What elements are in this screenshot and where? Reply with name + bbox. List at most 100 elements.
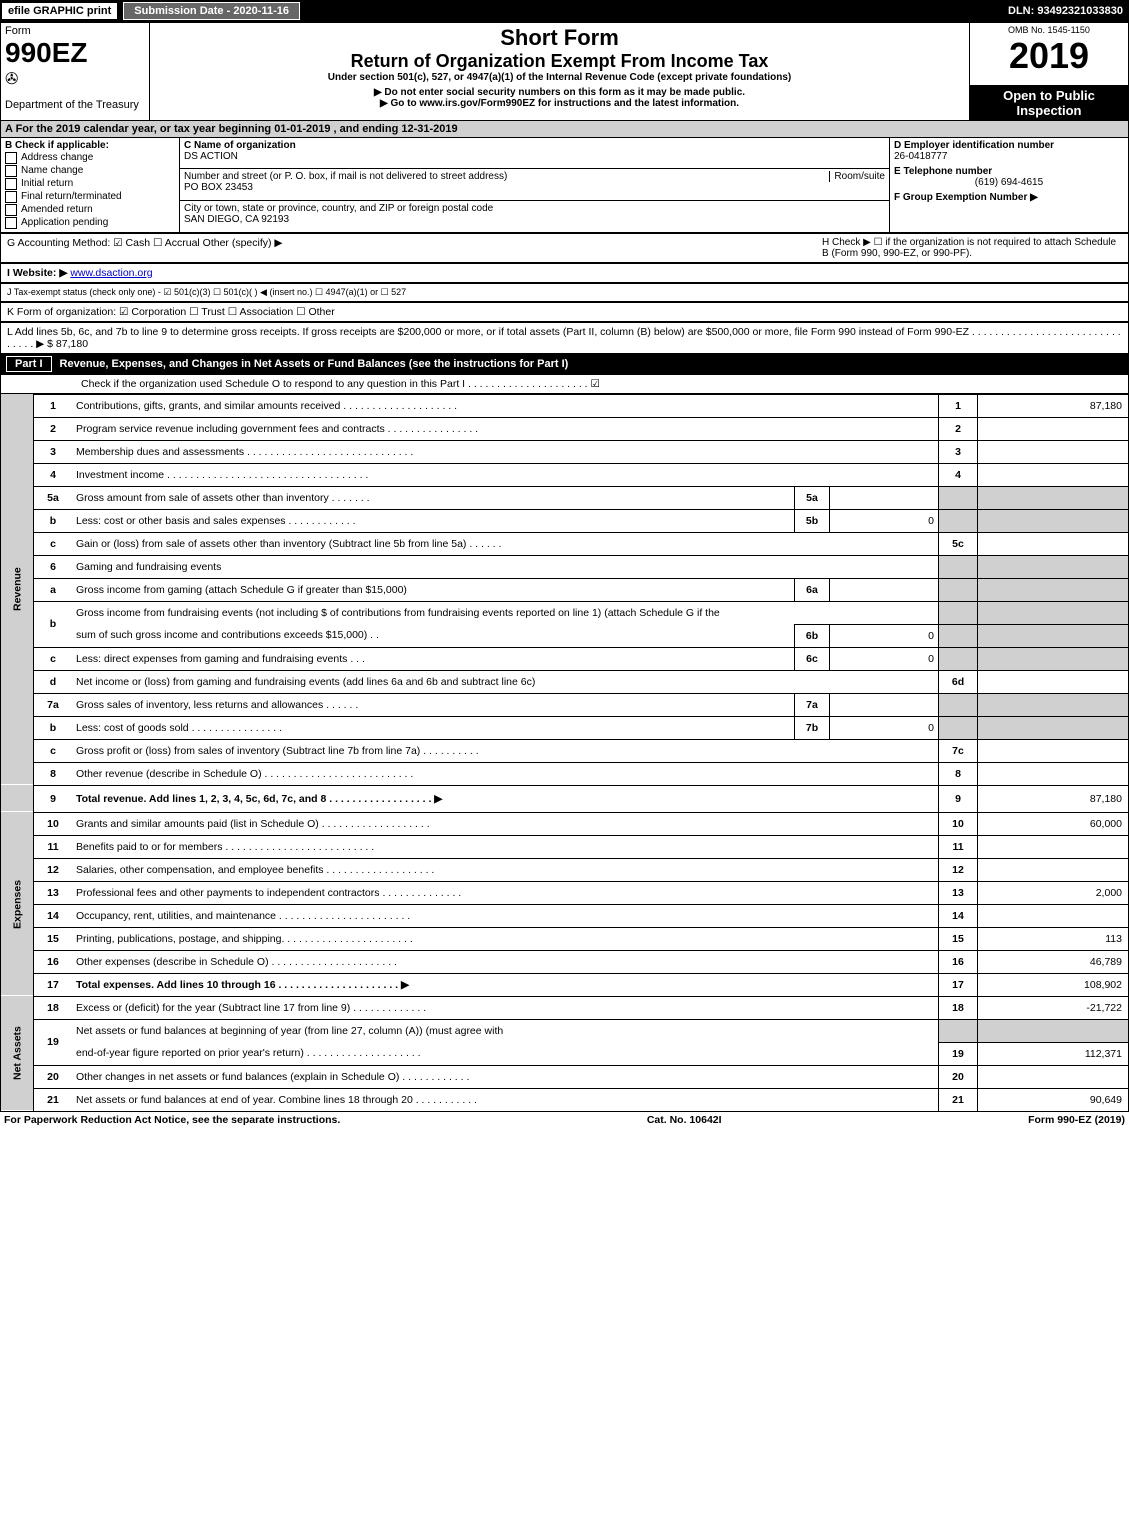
line-21-desc: Net assets or fund balances at end of ye… xyxy=(72,1088,939,1111)
line-6b-desc1: Gross income from fundraising events (no… xyxy=(72,601,939,624)
line-5c-no: c xyxy=(34,532,73,555)
under-section: Under section 501(c), 527, or 4947(a)(1)… xyxy=(154,72,965,83)
check-initial[interactable]: Initial return xyxy=(5,178,175,190)
line-11-box: 11 xyxy=(939,835,978,858)
line-12-amt xyxy=(978,858,1129,881)
line-9-box: 9 xyxy=(939,785,978,812)
part-1-check-o: Check if the organization used Schedule … xyxy=(0,374,1129,394)
line-4-amt xyxy=(978,463,1129,486)
city-label: City or town, state or province, country… xyxy=(184,203,493,214)
line-13-no: 13 xyxy=(34,881,73,904)
dln-label: DLN: 93492321033830 xyxy=(1008,5,1129,17)
d-ein-label: D Employer identification number xyxy=(894,140,1124,151)
line-19-box: 19 xyxy=(939,1042,978,1065)
line-11-desc: Benefits paid to or for members . . . . … xyxy=(72,835,939,858)
line-19-no: 19 xyxy=(34,1019,73,1065)
line-6a-subamt xyxy=(830,578,939,601)
line-8-amt xyxy=(978,762,1129,785)
line-3-amt xyxy=(978,440,1129,463)
line-2-amt xyxy=(978,417,1129,440)
part-1-title: Revenue, Expenses, and Changes in Net As… xyxy=(60,358,569,370)
goto-note[interactable]: ▶ Go to www.irs.gov/Form990EZ for instru… xyxy=(154,98,965,109)
omb-number: OMB No. 1545-1150 xyxy=(974,25,1124,35)
net-assets-side-label: Net Assets xyxy=(1,996,34,1111)
website-link[interactable]: www.dsaction.org xyxy=(70,267,152,279)
line-19-desc1: Net assets or fund balances at beginning… xyxy=(72,1019,939,1042)
street-label: Number and street (or P. O. box, if mail… xyxy=(184,171,507,182)
line-10-desc: Grants and similar amounts paid (list in… xyxy=(72,812,939,835)
c-name-label: C Name of organization xyxy=(184,140,296,151)
line-6a-no: a xyxy=(34,578,73,601)
ein-value: 26-0418777 xyxy=(894,151,1124,162)
j-tax-exempt: J Tax-exempt status (check only one) - ☑… xyxy=(0,283,1129,302)
line-5b-no: b xyxy=(34,509,73,532)
line-6c-no: c xyxy=(34,647,73,670)
footer-mid: Cat. No. 10642I xyxy=(647,1114,722,1126)
line-11-amt xyxy=(978,835,1129,858)
line-4-desc: Investment income . . . . . . . . . . . … xyxy=(72,463,939,486)
f-group-label: F Group Exemption Number ▶ xyxy=(894,192,1124,203)
line-12-box: 12 xyxy=(939,858,978,881)
line-6a-sub: 6a xyxy=(795,578,830,601)
line-2-box: 2 xyxy=(939,417,978,440)
line-1-no: 1 xyxy=(34,394,73,417)
line-6d-amt xyxy=(978,670,1129,693)
line-9-desc: Total revenue. Add lines 1, 2, 3, 4, 5c,… xyxy=(72,785,939,812)
line-2-no: 2 xyxy=(34,417,73,440)
part-1-table: Revenue 1 Contributions, gifts, grants, … xyxy=(0,394,1129,1112)
top-bar: efile GRAPHIC print Submission Date - 20… xyxy=(0,0,1129,22)
b-check-label: B Check if applicable: xyxy=(5,140,175,151)
line-7a-subamt xyxy=(830,693,939,716)
line-5c-amt xyxy=(978,532,1129,555)
line-16-desc: Other expenses (describe in Schedule O) … xyxy=(72,950,939,973)
line-7c-box: 7c xyxy=(939,739,978,762)
line-18-no: 18 xyxy=(34,996,73,1019)
line-21-box: 21 xyxy=(939,1088,978,1111)
line-6d-no: d xyxy=(34,670,73,693)
check-amended[interactable]: Amended return xyxy=(5,204,175,216)
line-5a-desc: Gross amount from sale of assets other t… xyxy=(72,486,795,509)
line-20-desc: Other changes in net assets or fund bala… xyxy=(72,1065,939,1088)
line-20-no: 20 xyxy=(34,1065,73,1088)
e-phone-label: E Telephone number xyxy=(894,166,1124,177)
line-19-desc2: end-of-year figure reported on prior yea… xyxy=(72,1042,939,1065)
line-16-amt: 46,789 xyxy=(978,950,1129,973)
line-13-desc: Professional fees and other payments to … xyxy=(72,881,939,904)
k-form-org: K Form of organization: ☑ Corporation ☐ … xyxy=(0,302,1129,322)
form-word: Form xyxy=(5,25,145,37)
line-5b-desc: Less: cost or other basis and sales expe… xyxy=(72,509,795,532)
line-6b-desc2: sum of such gross income and contributio… xyxy=(72,624,795,647)
line-3-box: 3 xyxy=(939,440,978,463)
dept-treasury: Department of the Treasury xyxy=(5,99,145,111)
check-name[interactable]: Name change xyxy=(5,165,175,177)
short-form-label: Short Form xyxy=(154,25,965,51)
line-17-box: 17 xyxy=(939,973,978,996)
line-1-desc: Contributions, gifts, grants, and simila… xyxy=(72,394,939,417)
line-5a-sub: 5a xyxy=(795,486,830,509)
line-9-no: 9 xyxy=(34,785,73,812)
line-15-box: 15 xyxy=(939,927,978,950)
line-13-amt: 2,000 xyxy=(978,881,1129,904)
form-header: Form 990EZ ✇ Department of the Treasury … xyxy=(0,22,1129,121)
line-7c-no: c xyxy=(34,739,73,762)
form-number: 990EZ xyxy=(5,37,145,69)
line-15-amt: 113 xyxy=(978,927,1129,950)
line-5a-subamt xyxy=(830,486,939,509)
check-final[interactable]: Final return/terminated xyxy=(5,191,175,203)
line-10-box: 10 xyxy=(939,812,978,835)
line-17-desc: Total expenses. Add lines 10 through 16 … xyxy=(72,973,939,996)
footer-left: For Paperwork Reduction Act Notice, see … xyxy=(4,1114,340,1126)
tax-year: 2019 xyxy=(974,35,1124,77)
line-5a-no: 5a xyxy=(34,486,73,509)
entity-info: B Check if applicable: Address change Na… xyxy=(0,137,1129,233)
line-3-no: 3 xyxy=(34,440,73,463)
efile-label[interactable]: efile GRAPHIC print xyxy=(2,3,117,19)
check-pending[interactable]: Application pending xyxy=(5,217,175,229)
line-5c-desc: Gain or (loss) from sale of assets other… xyxy=(72,532,939,555)
line-18-desc: Excess or (deficit) for the year (Subtra… xyxy=(72,996,939,1019)
line-7c-desc: Gross profit or (loss) from sales of inv… xyxy=(72,739,939,762)
line-2-desc: Program service revenue including govern… xyxy=(72,417,939,440)
check-address[interactable]: Address change xyxy=(5,152,175,164)
line-6c-sub: 6c xyxy=(795,647,830,670)
line-7a-desc: Gross sales of inventory, less returns a… xyxy=(72,693,795,716)
